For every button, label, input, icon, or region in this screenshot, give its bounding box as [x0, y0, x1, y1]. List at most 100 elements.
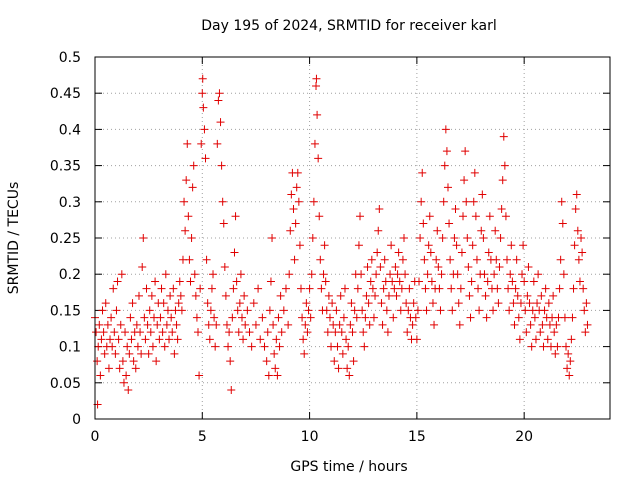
data-point: [566, 357, 575, 366]
data-point: [359, 328, 368, 337]
data-point: [556, 255, 565, 264]
data-point: [258, 313, 267, 322]
data-point: [453, 270, 462, 279]
data-point: [445, 219, 454, 228]
data-point: [423, 270, 432, 279]
data-point: [148, 342, 157, 351]
data-point: [404, 306, 413, 315]
data-point: [373, 248, 382, 257]
data-point: [112, 306, 121, 315]
data-point: [509, 299, 518, 308]
data-point: [346, 320, 355, 329]
data-point: [379, 284, 388, 293]
data-point: [427, 277, 436, 286]
data-point: [469, 197, 478, 206]
data-point: [304, 306, 313, 315]
data-point: [430, 320, 439, 329]
data-point: [101, 299, 110, 308]
data-point: [461, 147, 470, 156]
data-point: [514, 313, 523, 322]
data-point: [496, 234, 505, 242]
data-point: [98, 306, 107, 315]
data-point: [504, 284, 513, 293]
data-point: [564, 349, 573, 358]
data-point: [159, 299, 168, 308]
data-point: [204, 320, 213, 329]
data-point: [366, 277, 375, 286]
data-point: [422, 306, 431, 315]
data-point: [247, 342, 256, 351]
data-point: [471, 212, 480, 221]
data-point: [354, 241, 363, 250]
data-point: [398, 255, 407, 264]
data-point: [339, 313, 348, 322]
data-point: [186, 277, 195, 286]
data-point: [343, 364, 352, 373]
data-point: [416, 234, 425, 242]
data-point: [364, 299, 373, 308]
data-point: [375, 205, 384, 214]
y-tick-label: 0.3: [59, 195, 81, 211]
data-point: [345, 371, 354, 380]
data-point: [390, 284, 399, 293]
data-point: [108, 342, 117, 351]
data-point: [109, 284, 118, 293]
data-point: [254, 284, 263, 293]
data-point: [521, 306, 530, 315]
data-point: [421, 284, 430, 293]
data-point: [334, 364, 343, 373]
data-point: [306, 313, 315, 322]
data-point: [132, 320, 141, 329]
data-point: [575, 277, 584, 286]
data-point: [347, 299, 356, 308]
plot-frame: [94, 56, 611, 420]
data-point: [224, 342, 233, 351]
data-point: [272, 335, 281, 344]
data-point: [491, 226, 500, 235]
y-tick-label: 0.05: [50, 376, 81, 392]
data-point: [475, 306, 484, 315]
data-point: [202, 255, 211, 264]
data-point: [100, 349, 109, 358]
data-point: [582, 299, 591, 308]
data-point: [436, 306, 445, 315]
data-point: [415, 277, 424, 286]
data-point: [189, 161, 198, 170]
data-point: [215, 89, 224, 98]
data-point: [437, 270, 446, 279]
data-point: [522, 328, 531, 337]
data-point: [294, 197, 303, 206]
data-point: [505, 306, 514, 315]
y-tick-label: 0.15: [50, 303, 81, 319]
data-point: [147, 291, 156, 300]
data-point: [106, 335, 115, 344]
data-point: [500, 161, 509, 170]
data-point: [417, 197, 426, 206]
data-point: [239, 335, 248, 344]
data-point: [377, 299, 386, 308]
data-point: [163, 306, 172, 315]
data-point: [230, 248, 239, 257]
data-point: [307, 270, 316, 279]
data-point: [470, 168, 479, 177]
data-point: [160, 342, 169, 351]
data-point: [300, 349, 309, 358]
data-point: [287, 190, 296, 199]
data-point: [125, 349, 134, 358]
data-point: [513, 291, 522, 300]
data-point: [463, 234, 472, 242]
data-point: [170, 349, 179, 358]
data-point: [303, 328, 312, 337]
data-point: [457, 248, 466, 257]
data-point: [297, 284, 305, 293]
x-tick-label: 5: [198, 429, 207, 445]
data-point: [494, 299, 503, 308]
data-point: [563, 364, 572, 373]
data-point: [123, 342, 132, 351]
data-point: [187, 234, 196, 242]
data-point: [131, 364, 140, 373]
data-point: [420, 255, 429, 264]
data-point: [145, 306, 154, 315]
data-point: [265, 306, 274, 315]
data-point: [279, 306, 288, 315]
